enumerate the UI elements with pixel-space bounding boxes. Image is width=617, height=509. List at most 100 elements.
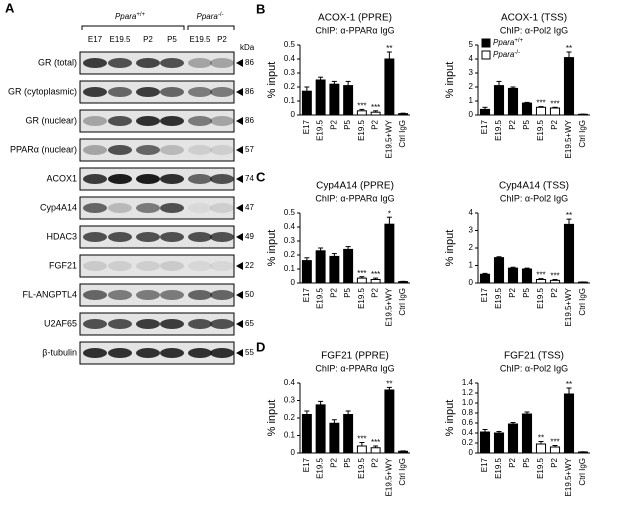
- chart-title: FGF21 (PPRE): [321, 351, 389, 362]
- x-tick-label: Ctrl IgG: [578, 288, 587, 316]
- band: [188, 348, 212, 358]
- x-tick-label: P5: [343, 287, 352, 297]
- lane-label: P5: [167, 35, 177, 44]
- band: [160, 261, 184, 271]
- significance-label: ***: [550, 272, 559, 281]
- bar: [315, 250, 326, 284]
- bar: [356, 110, 367, 116]
- y-tick-label: 1: [469, 261, 474, 270]
- gene-name: Ppara: [115, 12, 137, 21]
- band: [160, 58, 184, 68]
- row-label: β-tubulin: [42, 347, 77, 357]
- band: [108, 87, 132, 97]
- genotype-label: Ppara+/+: [493, 38, 524, 48]
- row-label: FGF21: [49, 260, 77, 270]
- x-tick-label: P5: [522, 287, 531, 297]
- chart-subtitle: ChIP: α-PPARα IgG: [315, 25, 394, 35]
- chart-subtitle: ChIP: α-Pol2 IgG: [500, 363, 568, 373]
- y-tick-label: 0: [291, 278, 296, 287]
- x-tick-label: E19.5: [536, 119, 545, 140]
- bar: [507, 423, 519, 454]
- band: [83, 58, 107, 68]
- arrowhead: [236, 146, 243, 154]
- x-tick-label: P5: [522, 119, 531, 129]
- chart-title: ACOX-1 (TSS): [501, 13, 567, 24]
- band: [136, 116, 160, 126]
- y-tick-label: 0.6: [462, 418, 474, 427]
- bar: [343, 85, 354, 116]
- x-tick-label: P2: [508, 119, 517, 129]
- band: [83, 319, 107, 329]
- x-tick-label: E19.5: [316, 287, 325, 308]
- bar: [356, 277, 367, 284]
- band: [136, 145, 160, 155]
- arrowhead: [236, 320, 243, 328]
- x-tick-label: P2: [329, 119, 338, 129]
- band: [108, 116, 132, 126]
- row-label: PPARα (nuclear): [10, 144, 77, 154]
- bar: [329, 255, 340, 284]
- bar: [507, 87, 519, 116]
- arrowhead: [236, 117, 243, 125]
- x-tick-label: E19.5+WY: [384, 287, 393, 326]
- row-label: GR (nuclear): [25, 115, 77, 125]
- band: [188, 232, 212, 242]
- significance-label: **: [386, 44, 392, 53]
- x-tick-label: E19.5: [536, 457, 545, 478]
- x-tick-label: E19.5: [494, 119, 503, 140]
- band: [136, 58, 160, 68]
- band: [83, 232, 107, 242]
- band: [136, 174, 160, 184]
- genotype: +/+: [514, 38, 523, 44]
- x-tick-label: P5: [522, 457, 531, 467]
- genotype-label: Ppara+/+: [115, 12, 146, 22]
- y-axis-label: % input: [266, 62, 278, 99]
- bar: [315, 79, 326, 116]
- band: [136, 232, 160, 242]
- significance-label: **: [566, 44, 572, 53]
- legend-swatch: [481, 38, 491, 48]
- x-tick-label: P2: [329, 457, 338, 467]
- significance-label: ***: [536, 99, 545, 108]
- band: [108, 261, 132, 271]
- bar: [384, 58, 395, 116]
- y-tick-label: 0.1: [284, 264, 296, 273]
- bar: [398, 450, 409, 454]
- x-tick-label: E19.5: [316, 119, 325, 140]
- x-tick-label: E19.5: [357, 119, 366, 140]
- bar: [507, 267, 519, 284]
- band: [108, 232, 132, 242]
- y-tick-label: 0.4: [284, 222, 296, 231]
- x-tick-label: E17: [480, 119, 489, 134]
- significance-label: ***: [371, 103, 380, 112]
- band: [210, 58, 234, 68]
- bar: [563, 393, 575, 454]
- row-label: ACOX1: [46, 173, 77, 183]
- chart-subtitle: ChIP: α-PPARα IgG: [315, 363, 394, 373]
- significance-label: *: [388, 209, 391, 218]
- y-tick-label: 1.4: [462, 378, 474, 387]
- significance-label: ***: [550, 438, 559, 447]
- x-tick-label: Ctrl IgG: [398, 458, 407, 486]
- gene-name: Ppara: [196, 12, 218, 21]
- y-tick-label: 0.2: [284, 250, 296, 259]
- band: [136, 319, 160, 329]
- bar: [563, 223, 575, 284]
- gene-name: Ppara: [493, 38, 515, 47]
- bar: [370, 279, 381, 284]
- x-tick-label: E19.5: [494, 287, 503, 308]
- y-tick-label: 0.1: [284, 431, 296, 440]
- kda-label: 86: [245, 116, 254, 125]
- band: [83, 145, 107, 155]
- y-axis-label: % input: [444, 230, 456, 267]
- bar: [398, 281, 409, 284]
- band: [83, 116, 107, 126]
- bar: [479, 108, 491, 116]
- bar: [521, 413, 533, 454]
- legend-swatch: [481, 50, 491, 60]
- bar: [535, 443, 547, 454]
- band: [210, 232, 234, 242]
- band: [188, 319, 212, 329]
- y-axis-label: % input: [444, 400, 456, 437]
- x-tick-label: E19.5: [316, 457, 325, 478]
